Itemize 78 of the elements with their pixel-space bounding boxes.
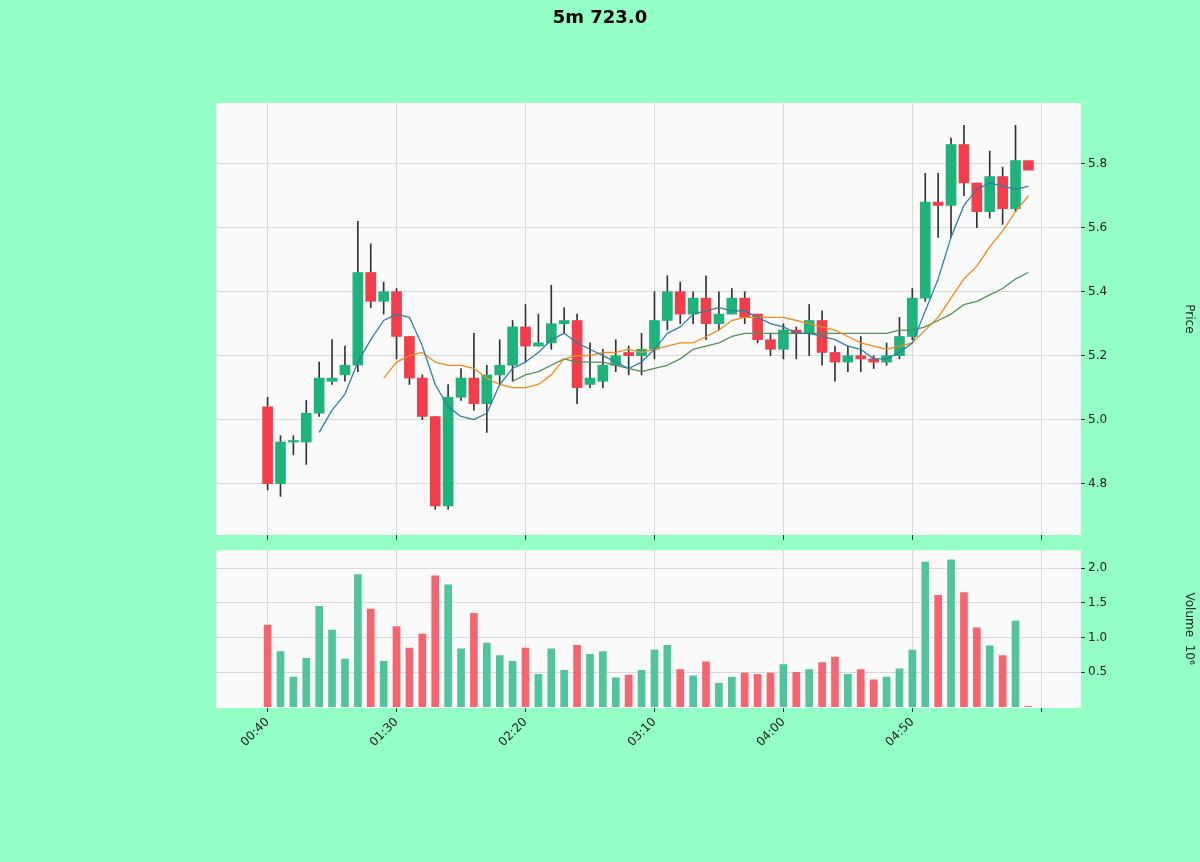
bar [611, 677, 620, 707]
y-tick-label: 2.0 [1088, 560, 1108, 575]
candlestick [855, 336, 867, 373]
bar [470, 613, 478, 707]
bar [947, 559, 955, 707]
y-tick-label: 4.8 [1088, 475, 1108, 490]
bar [676, 669, 685, 707]
bar [263, 624, 272, 707]
bar [882, 676, 891, 707]
bar [534, 674, 543, 707]
bar [444, 584, 452, 707]
bar [276, 651, 285, 707]
bar [818, 662, 826, 707]
bar [599, 651, 607, 707]
bar [366, 608, 375, 707]
candlestick [932, 173, 944, 238]
bar [560, 669, 569, 707]
bar [418, 633, 427, 707]
bar [934, 594, 942, 707]
bar [728, 676, 736, 707]
bar [379, 660, 388, 707]
bar [431, 575, 440, 707]
bar [998, 655, 1007, 707]
y-tick-label: 1.5 [1088, 595, 1108, 610]
y-tick-label: 5.6 [1088, 219, 1108, 234]
bar [702, 661, 710, 707]
bar [869, 679, 878, 707]
bar [495, 655, 504, 707]
y-tick-label: 5.8 [1088, 155, 1108, 170]
bar [663, 644, 672, 707]
bar [624, 674, 633, 707]
bar [740, 672, 749, 707]
bar [482, 642, 491, 707]
bar [354, 574, 362, 707]
bar [457, 648, 465, 707]
bar [341, 658, 349, 707]
y-axis-title: Price [1182, 304, 1197, 334]
bar [392, 626, 401, 707]
y-tick-label: 5.0 [1088, 411, 1108, 426]
y-axis-title: Volume 10⁶ [1182, 592, 1197, 665]
bar [985, 645, 994, 707]
bar [779, 664, 788, 707]
bar [895, 668, 904, 707]
bar [908, 649, 917, 707]
bar [856, 669, 865, 707]
bar [586, 653, 594, 707]
y-tick-label: 1.0 [1088, 629, 1108, 644]
candlestick [558, 307, 570, 334]
bar [792, 671, 801, 707]
bar [844, 674, 852, 707]
bar [328, 629, 336, 707]
candlestick [494, 339, 506, 385]
bar [805, 669, 814, 707]
y-tick-label: 5.4 [1088, 283, 1108, 298]
bar [573, 644, 581, 707]
bar [1011, 620, 1020, 707]
bar [921, 561, 930, 707]
y-tick-label: 5.2 [1088, 347, 1108, 362]
bar [973, 627, 981, 707]
bar [715, 683, 723, 707]
bar [521, 647, 530, 707]
bar [315, 606, 323, 707]
bar [547, 648, 556, 707]
chart-title: 5m 723.0 [551, 6, 649, 27]
bar [637, 669, 646, 707]
bar [405, 647, 414, 707]
bar [650, 649, 659, 707]
bar [766, 672, 775, 707]
bar [960, 592, 968, 707]
bar [689, 675, 697, 707]
bar [831, 656, 839, 707]
y-tick-label: 0.5 [1088, 664, 1108, 679]
bar [302, 658, 311, 707]
bar [289, 676, 298, 707]
candlestick [326, 339, 338, 385]
bar [508, 660, 517, 707]
candlestick [1023, 160, 1034, 171]
bar [753, 674, 762, 707]
